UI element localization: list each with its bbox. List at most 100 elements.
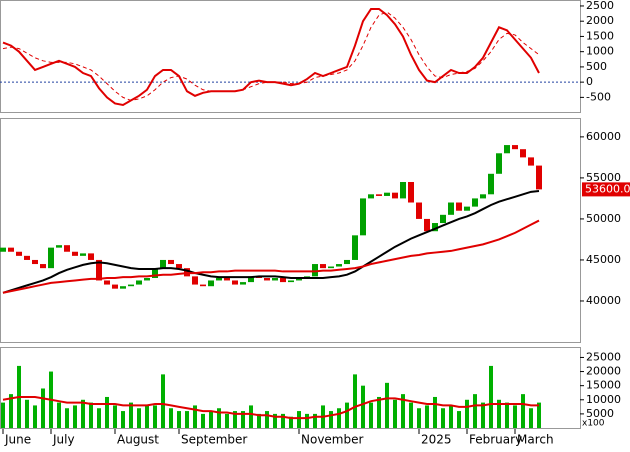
volume-bar: [145, 405, 149, 428]
volume-bar: [9, 394, 13, 428]
candle: [32, 259, 38, 265]
y-tick-label: 10000: [586, 393, 621, 406]
candle: [392, 192, 398, 199]
y-tick-label: 15000: [586, 379, 621, 392]
candle: [104, 280, 110, 285]
volume-bar: [241, 411, 245, 428]
y-tick-label: 55000: [586, 171, 621, 184]
candle: [80, 253, 86, 256]
candle: [384, 192, 390, 196]
y-tick-label: -500: [586, 90, 611, 103]
volume-bar: [217, 408, 221, 428]
candle: [248, 276, 254, 283]
volume-bar: [521, 394, 525, 428]
candle: [16, 251, 22, 256]
candle: [496, 153, 502, 174]
volume-bar: [489, 365, 493, 428]
y-tick-label: 40000: [586, 294, 621, 307]
volume-bar: [289, 416, 293, 428]
volume-bar: [529, 408, 533, 428]
candle: [296, 278, 302, 281]
candle: [96, 259, 102, 281]
x-tick-label: August: [117, 433, 159, 447]
candle: [456, 202, 462, 211]
y-tick-label: 60000: [586, 130, 621, 143]
volume-bar: [473, 394, 477, 428]
volume-bar: [225, 413, 229, 428]
candle: [128, 284, 134, 287]
volume-bar: [273, 413, 277, 428]
candle: [240, 282, 246, 285]
candle: [64, 245, 70, 252]
x-tick-label: 2025: [421, 433, 452, 447]
x-tick-label: February: [469, 433, 522, 447]
volume-bar: [113, 405, 117, 428]
candle: [400, 182, 406, 199]
candle: [144, 278, 150, 281]
candle: [160, 259, 166, 269]
volume-bar: [177, 411, 181, 428]
candle: [288, 280, 294, 283]
candle: [312, 264, 318, 277]
y-tick-label: 500: [586, 60, 607, 73]
volume-bar: [465, 399, 469, 428]
candle: [448, 202, 454, 215]
volume-bar: [209, 411, 213, 428]
candle: [176, 264, 182, 269]
candle: [440, 214, 446, 224]
candle: [56, 245, 62, 248]
candle: [24, 255, 30, 260]
candle: [48, 247, 54, 269]
volume-bar: [257, 413, 261, 428]
candle: [464, 206, 470, 211]
volume-bar: [425, 405, 429, 428]
panel-frame: [0, 347, 581, 429]
candle: [376, 194, 382, 196]
series-line: [2, 395, 539, 420]
y-tick-label: 0: [586, 75, 593, 88]
candle: [168, 259, 174, 265]
volume-bar: [369, 402, 373, 428]
candle: [408, 182, 414, 203]
candle: [88, 253, 94, 260]
axis-unit: x100: [582, 419, 605, 429]
volume-bar: [537, 402, 541, 428]
volume-bar: [377, 396, 381, 428]
y-tick-label: 45000: [586, 253, 621, 266]
candle: [264, 278, 270, 281]
candle: [328, 266, 334, 269]
candle: [232, 280, 238, 285]
y-tick-label: 1500: [586, 29, 614, 42]
candle: [272, 278, 278, 281]
volume-bar: [153, 405, 157, 428]
candle: [320, 264, 326, 269]
volume-bar: [97, 408, 101, 428]
candle: [200, 284, 206, 287]
y-tick-label: 2500: [586, 0, 614, 12]
x-tick-label: July: [52, 433, 75, 447]
volume-bar: [129, 402, 133, 428]
volume-bar: [505, 402, 509, 428]
candle: [40, 264, 46, 269]
volume-bar: [281, 413, 285, 428]
volume-bar: [337, 408, 341, 428]
y-tick-label: 25000: [586, 350, 621, 363]
x-tick-label: March: [517, 433, 554, 447]
volume-bar: [497, 399, 501, 428]
volume-bar: [433, 396, 437, 428]
panel-frame: [0, 0, 581, 113]
volume-bar: [65, 408, 69, 428]
x-tick-label: June: [4, 433, 31, 447]
y-tick-label: 5000: [586, 407, 614, 420]
volume-bar: [401, 394, 405, 428]
volume-bar: [305, 413, 309, 428]
volume-bar: [313, 413, 317, 428]
volume-bar: [513, 405, 517, 428]
candle: [120, 286, 126, 289]
volume-bar: [81, 399, 85, 428]
volume-bar: [201, 413, 205, 428]
volume-bar: [393, 399, 397, 428]
volume-bar: [481, 402, 485, 428]
volume-bar: [417, 408, 421, 428]
